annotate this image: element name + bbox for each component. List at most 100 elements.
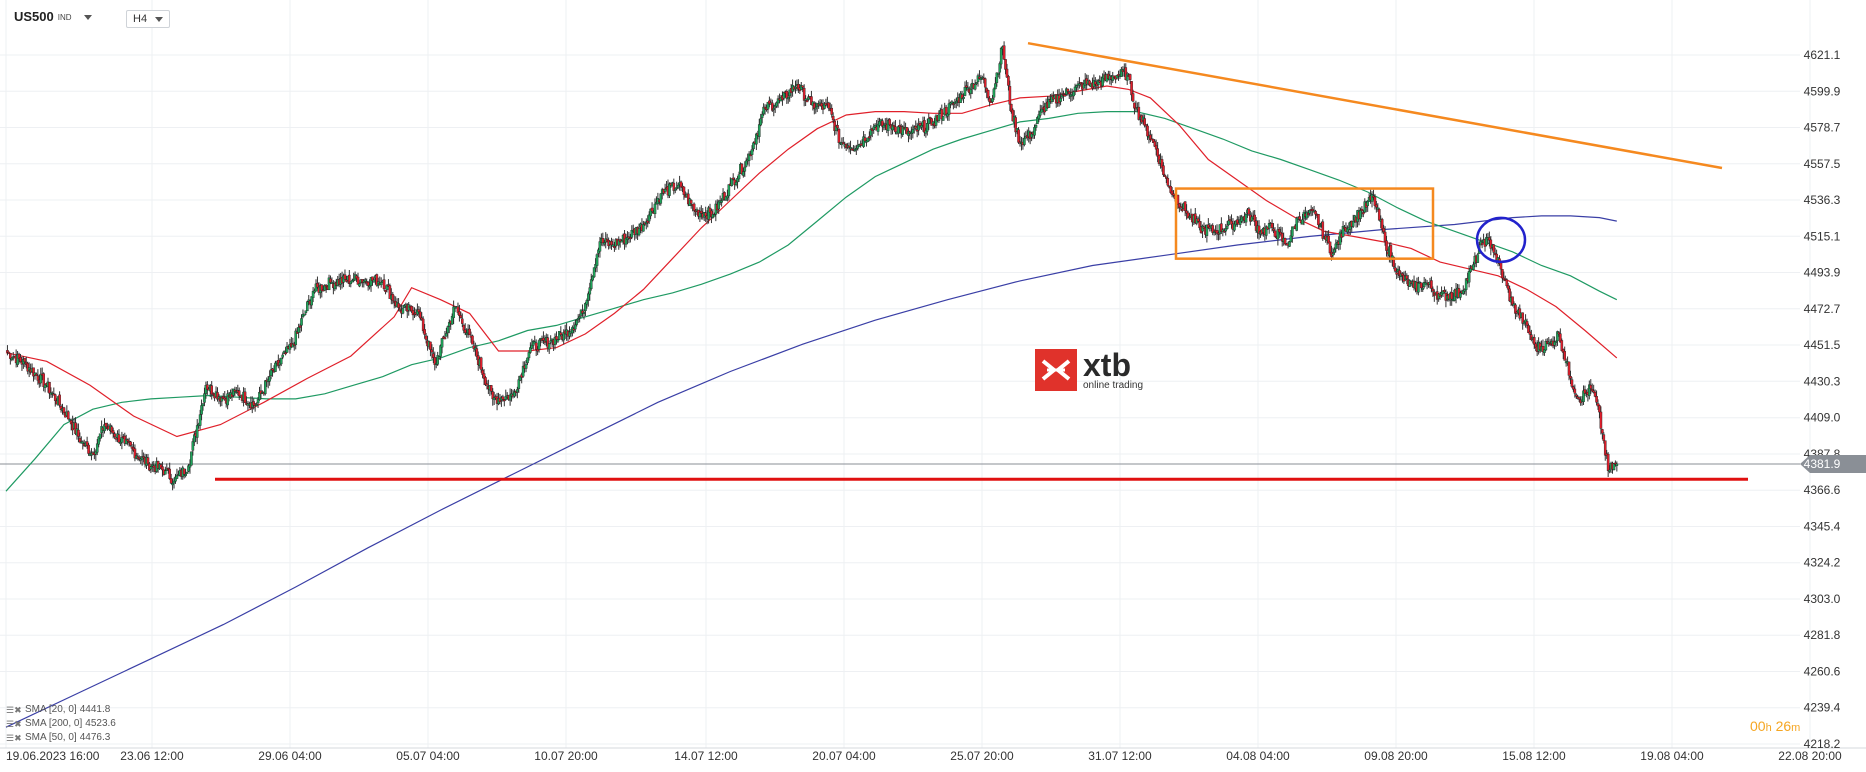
candle-down xyxy=(1527,325,1530,333)
candle-down xyxy=(423,329,426,335)
candle-up xyxy=(263,380,267,394)
candle-up xyxy=(947,103,951,115)
candle-down xyxy=(986,89,990,99)
candle-up xyxy=(1612,463,1616,471)
candle-down xyxy=(462,324,466,331)
candle-down xyxy=(559,332,563,336)
symbol-label: US500 xyxy=(14,9,54,24)
candle-down xyxy=(1002,45,1006,60)
current-price-label: 4381.9 xyxy=(1804,457,1841,471)
legend-value: 4523.6 xyxy=(85,718,116,729)
countdown-hours: 00 xyxy=(1750,718,1766,734)
candle-up xyxy=(1331,253,1335,256)
candle-up xyxy=(95,443,99,453)
candle-down xyxy=(1010,103,1013,112)
chevron-down-icon xyxy=(83,15,92,20)
candle-up xyxy=(992,88,996,98)
candle-up xyxy=(882,125,886,128)
indicator-legend: ☰✖ SMA [20, 0] 4441.8 ☰✖ SMA [200, 0] 45… xyxy=(6,703,116,745)
settings-close-icon[interactable]: ☰✖ xyxy=(6,705,22,715)
candle-down xyxy=(1395,272,1398,275)
candle-up xyxy=(876,123,880,132)
candle-down xyxy=(1480,242,1484,245)
candle-up xyxy=(786,97,790,100)
price-label: 4239.4 xyxy=(1804,701,1841,715)
candle-up xyxy=(304,310,308,313)
symbol-selector[interactable]: US500 IND xyxy=(14,9,92,24)
candle-up xyxy=(297,327,300,333)
candle-down xyxy=(429,341,432,350)
candle-down xyxy=(1137,106,1141,120)
candle-down xyxy=(161,466,164,471)
candle-up xyxy=(866,137,870,142)
candle-down xyxy=(923,120,926,133)
legend-label: SMA [20, 0] xyxy=(25,704,77,715)
legend-item-sma200[interactable]: ☰✖ SMA [200, 0] 4523.6 xyxy=(6,717,116,731)
price-label: 4578.7 xyxy=(1804,121,1841,135)
candle-down xyxy=(1419,282,1423,289)
candle-down xyxy=(1492,244,1496,253)
legend-item-sma50[interactable]: ☰✖ SMA [50, 0] 4476.3 xyxy=(6,731,116,745)
time-label: 20.07 04:00 xyxy=(812,749,876,763)
price-label: 4281.8 xyxy=(1804,628,1841,642)
price-label: 4218.2 xyxy=(1804,737,1841,751)
candle-up xyxy=(1205,224,1209,236)
candle-down xyxy=(475,348,479,357)
trendline[interactable] xyxy=(1027,41,1723,170)
candle-down xyxy=(1606,453,1610,471)
candle-down xyxy=(542,337,545,341)
candle-up xyxy=(303,313,306,316)
settings-close-icon[interactable]: ☰✖ xyxy=(6,719,22,729)
candle-up xyxy=(999,47,1003,65)
candle-down xyxy=(1599,411,1603,429)
candle-up xyxy=(452,306,455,318)
candle-up xyxy=(995,72,999,83)
legend-item-sma20[interactable]: ☰✖ SMA [20, 0] 4441.8 xyxy=(6,703,116,717)
candle-up xyxy=(437,356,441,359)
candle-up xyxy=(372,279,376,282)
candle-up xyxy=(195,425,199,438)
candle-up xyxy=(1464,278,1468,290)
candle-up xyxy=(578,316,581,319)
candle-down xyxy=(1007,76,1010,86)
candle-down xyxy=(382,279,386,290)
candle-up xyxy=(1459,292,1462,298)
candle-down xyxy=(801,85,805,88)
candle-up xyxy=(149,466,153,470)
candle-up xyxy=(920,125,923,128)
candle-up xyxy=(941,116,945,121)
candle-down xyxy=(1499,262,1503,270)
candle-up xyxy=(1370,194,1374,202)
candle-up xyxy=(1463,289,1467,292)
settings-close-icon[interactable]: ☰✖ xyxy=(6,733,22,743)
candle-down xyxy=(468,328,471,336)
candle-down xyxy=(284,352,287,355)
candle-down xyxy=(87,444,90,454)
consolidation-box[interactable] xyxy=(1174,187,1435,260)
highlight-circle[interactable] xyxy=(1475,216,1527,264)
chart-toolbar: US500 IND H4 xyxy=(0,0,600,36)
candle-up xyxy=(602,242,606,245)
candle-down xyxy=(58,394,61,406)
candle-up xyxy=(1227,220,1230,226)
candle-up xyxy=(1264,226,1268,236)
candle-up xyxy=(991,98,994,102)
candle-up xyxy=(255,404,258,407)
candle-up xyxy=(517,379,521,389)
sma50-line xyxy=(5,110,1618,492)
timeframe-selector[interactable]: H4 xyxy=(126,10,170,28)
candle-up xyxy=(730,178,734,187)
candle-down xyxy=(1273,230,1277,237)
candle-up xyxy=(294,330,298,345)
candle-up xyxy=(527,352,531,359)
sma20-line xyxy=(5,85,1618,438)
candle-down xyxy=(1563,351,1566,361)
candle-down xyxy=(424,335,428,340)
logo-word: xtb xyxy=(1083,346,1131,383)
candle-down xyxy=(682,186,686,195)
candle-up xyxy=(720,200,723,203)
candle-up xyxy=(1341,226,1345,237)
time-label: 29.06 04:00 xyxy=(258,749,322,763)
